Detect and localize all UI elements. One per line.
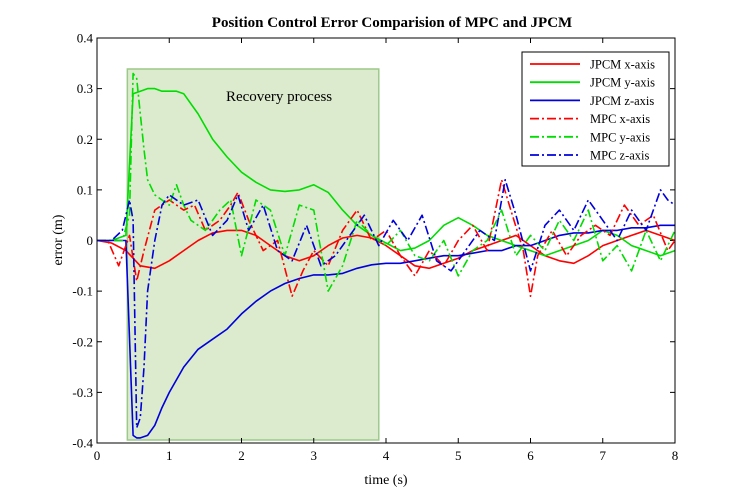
axis-ticks: 0 1 2 3 4 5 6 7 8 -0.4 -0.3 -0.2 -0.1 0 0.1 0.2 0.3 0.4 — [72, 31, 678, 464]
legend-label: JPCM y-axis — [590, 76, 655, 90]
recovery-region-layer: Recovery process — [126, 68, 380, 441]
y-tick-label: 0.1 — [77, 182, 93, 197]
legend-box — [521, 51, 670, 167]
series-line-mpc-y-axis — [97, 72, 676, 292]
y-tick-label: -0.2 — [72, 334, 93, 349]
x-tick-label: 5 — [455, 448, 462, 463]
series-line-mpc-z-axis — [97, 179, 676, 429]
legend-label: JPCM z-axis — [590, 94, 654, 108]
y-tick-label: 0 — [87, 233, 94, 248]
y-tick-label: -0.4 — [72, 436, 93, 451]
series-layer — [96, 72, 676, 439]
x-tick-label: 8 — [672, 448, 679, 463]
x-tick-label: 0 — [94, 448, 101, 463]
y-tick-label: 0.2 — [77, 132, 93, 147]
legend-label: MPC z-axis — [590, 149, 650, 163]
x-tick-label: 7 — [600, 448, 607, 463]
x-tick-label: 6 — [527, 448, 534, 463]
x-tick-label: 1 — [166, 448, 173, 463]
y-tick-label: 0.3 — [77, 81, 93, 96]
series-line-mpc-x-axis — [97, 179, 676, 298]
legend-label: MPC x-axis — [590, 112, 650, 126]
x-tick-label: 2 — [238, 448, 245, 463]
recovery-region — [126, 68, 380, 441]
recovery-region-label: Recovery process — [226, 89, 332, 105]
x-tick-label: 3 — [311, 448, 318, 463]
legend-label: MPC y-axis — [590, 130, 650, 144]
series-line-jpcm-z-axis — [97, 224, 675, 439]
x-axis-label: time (s) — [364, 473, 407, 488]
legend: JPCM x-axis JPCM y-axis JPCM z-axis MPC x-a… — [521, 51, 670, 167]
legend-label: JPCM x-axis — [590, 58, 655, 72]
series-line-jpcm-x-axis — [96, 229, 676, 270]
chart-title: Position Control Error Comparision of MP… — [212, 15, 572, 31]
x-tick-label: 4 — [383, 448, 390, 463]
y-tick-label: 0.4 — [77, 31, 94, 46]
plot-frame — [96, 37, 676, 444]
y-axis-label: error (m) — [51, 214, 66, 265]
y-tick-label: -0.3 — [72, 385, 93, 400]
y-tick-label: -0.1 — [72, 284, 93, 299]
